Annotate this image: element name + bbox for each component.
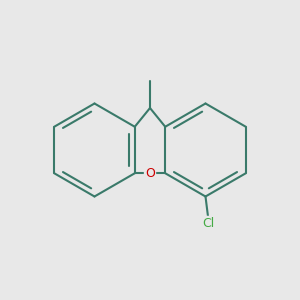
Text: O: O — [145, 167, 155, 180]
Text: Cl: Cl — [202, 217, 214, 230]
